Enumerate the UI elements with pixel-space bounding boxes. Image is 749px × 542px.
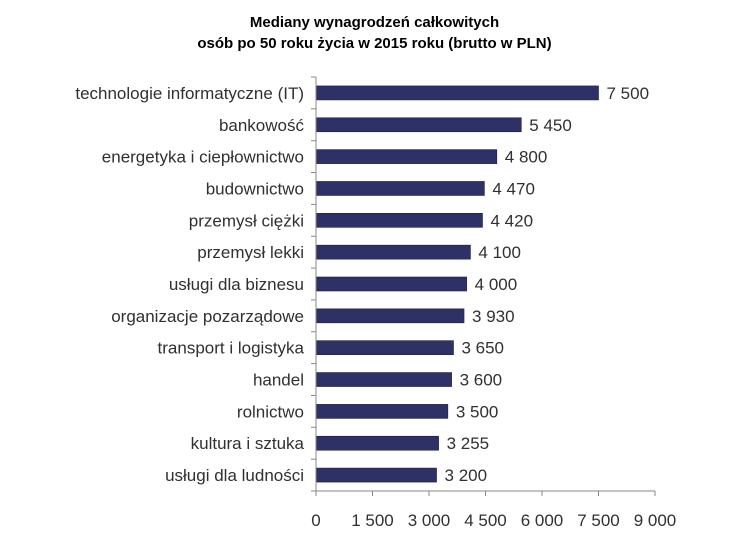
value-label: 3 200	[445, 466, 488, 485]
bar	[315, 117, 522, 133]
bar	[315, 213, 483, 228]
category-label: energetyka i ciepłownictwo	[102, 148, 304, 167]
bar	[315, 308, 465, 324]
value-label: 3 500	[456, 402, 499, 421]
bar	[315, 372, 452, 387]
category-label: technologie informatyczne (IT)	[75, 84, 304, 103]
value-label: 3 600	[460, 371, 503, 390]
value-label: 4 470	[492, 179, 535, 198]
category-label: kultura i sztuka	[191, 434, 305, 453]
value-label: 4 000	[475, 275, 518, 294]
category-label: bankowość	[219, 116, 305, 135]
category-label: organizacje pozarządowe	[111, 307, 304, 326]
chart-title-block: Mediany wynagrodzeń całkowitych osób po …	[0, 12, 749, 54]
category-label: rolnictwo	[237, 402, 304, 421]
chart-subtitle: osób po 50 roku życia w 2015 roku (brutt…	[197, 35, 552, 52]
value-label: 4 420	[490, 211, 533, 230]
x-tick-label: 7 500	[577, 511, 620, 530]
bar	[315, 404, 449, 419]
x-tick-label: 9 000	[634, 511, 677, 530]
category-label: transport i logistyka	[158, 339, 305, 358]
value-label: 3 255	[447, 434, 490, 453]
bar	[315, 276, 467, 292]
value-label: 3 930	[472, 307, 515, 326]
x-tick-label: 1 500	[351, 511, 394, 530]
bar	[315, 85, 599, 101]
category-label: handel	[253, 371, 304, 390]
value-label: 5 450	[529, 116, 572, 135]
x-tick-label: 6 000	[521, 511, 564, 530]
bar	[315, 181, 485, 196]
category-label: przemysł ciężki	[189, 211, 304, 230]
chart-title: Mediany wynagrodzeń całkowitych	[249, 14, 500, 31]
category-label: przemysł lekki	[197, 243, 304, 262]
value-label: 4 800	[505, 148, 548, 167]
bar	[315, 467, 437, 483]
bar	[315, 149, 498, 164]
x-tick-label: 3 000	[408, 511, 451, 530]
value-label: 3 650	[461, 339, 504, 358]
x-tick-label: 4 500	[464, 511, 507, 530]
value-label: 7 500	[607, 84, 650, 103]
bar	[315, 340, 454, 355]
category-label: usługi dla biznesu	[169, 275, 304, 294]
value-label: 4 100	[478, 243, 521, 262]
x-tick-label: 0	[311, 511, 320, 530]
category-label: budownictwo	[206, 179, 304, 198]
bar	[315, 244, 471, 260]
bar	[315, 435, 439, 451]
category-label: usługi dla ludności	[165, 466, 304, 485]
